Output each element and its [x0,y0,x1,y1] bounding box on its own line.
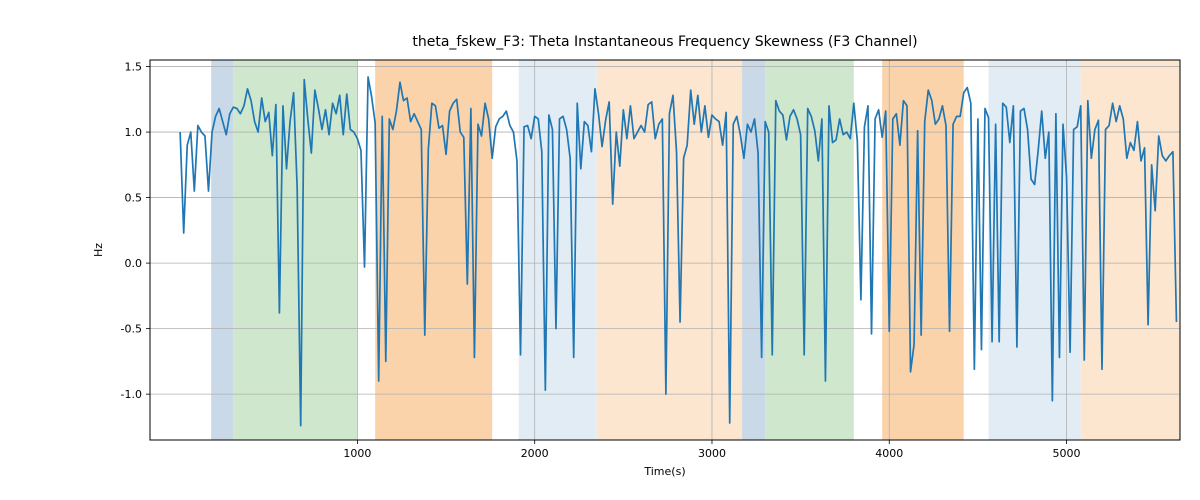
x-tick-label: 2000 [521,447,549,460]
line-chart: 1000 2000 3000 4000 5000 -1.0 -0.5 0.0 0.5 1.0 1.5… [0,0,1200,500]
y-tick-label: 1.5 [125,61,143,74]
y-axis-label: Hz [92,243,105,257]
y-tick-label: 0.0 [125,257,143,270]
x-axis-label: Time(s) [643,465,685,478]
y-ticks: -1.0 -0.5 0.0 0.5 1.0 1.5 [121,61,150,402]
x-tick-label: 1000 [343,447,371,460]
chart-title: theta_fskew_F3: Theta Instantaneous Freq… [412,34,917,50]
y-tick-label: -0.5 [121,323,142,336]
chart-svg: 1000 2000 3000 4000 5000 -1.0 -0.5 0.0 0.5 1.0 1.5… [0,0,1200,500]
band [1081,60,1180,440]
band [742,60,765,440]
band [375,60,492,440]
x-ticks: 1000 2000 3000 4000 5000 [343,440,1080,460]
x-tick-label: 5000 [1053,447,1081,460]
y-tick-label: 0.5 [125,192,143,205]
band [765,60,854,440]
y-tick-label: 1.0 [125,126,143,139]
band [233,60,357,440]
x-tick-label: 3000 [698,447,726,460]
x-tick-label: 4000 [875,447,903,460]
y-tick-label: -1.0 [121,388,142,401]
